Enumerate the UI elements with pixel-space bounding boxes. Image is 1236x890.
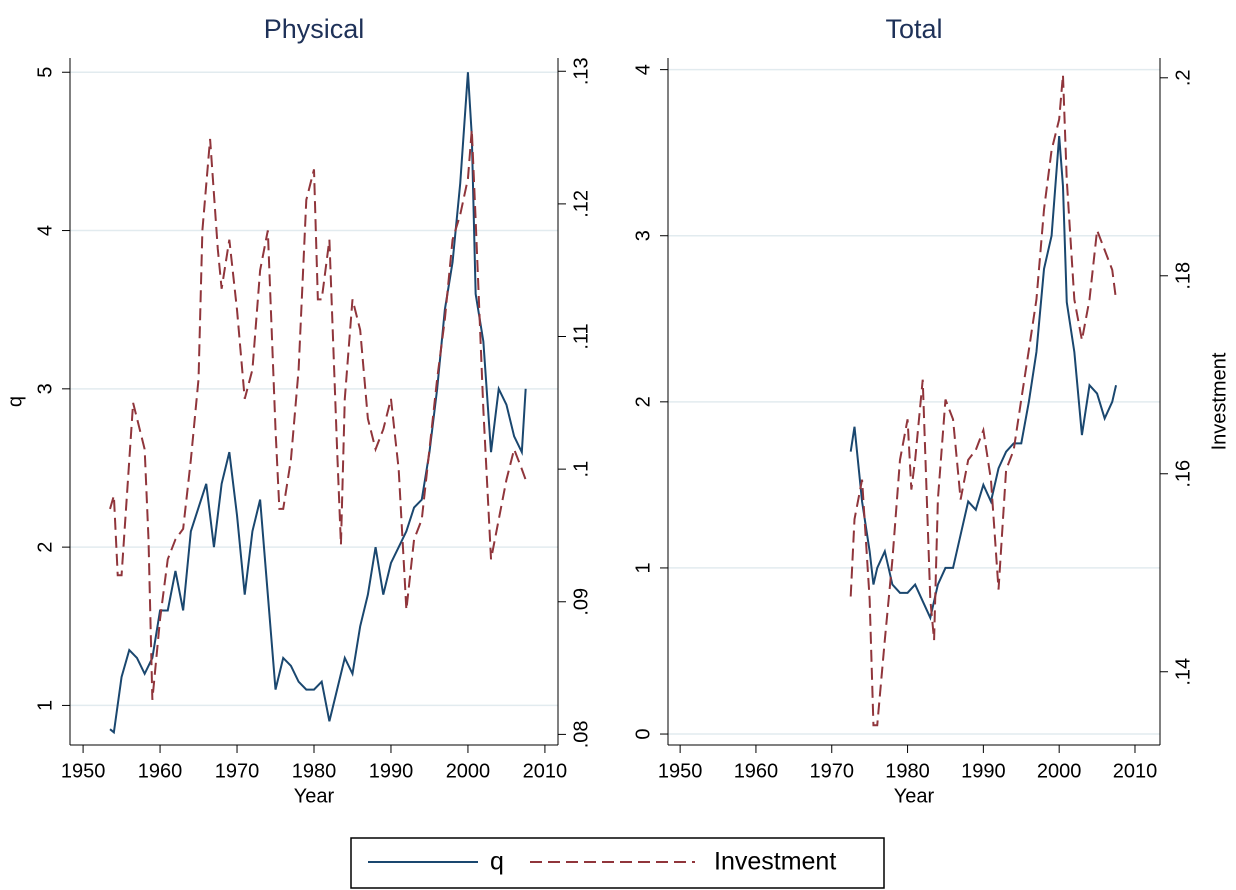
y2-tick-label: .2 [1172, 69, 1194, 86]
series-line [109, 72, 527, 735]
y-tick-label: 3 [632, 230, 654, 241]
y-tick-label: 4 [632, 64, 654, 75]
y2-tick-label: .18 [1172, 262, 1194, 290]
x-tick-label: 2000 [446, 760, 491, 782]
y-tick-label: 0 [632, 728, 654, 739]
x-tick-label: 1950 [658, 760, 703, 782]
y-tick-label: 2 [34, 542, 56, 553]
y-tick-label: 1 [34, 700, 56, 711]
x-tick-label: 1970 [809, 760, 854, 782]
y2-tick-label: .16 [1172, 460, 1194, 488]
x-tick-label: 2000 [1037, 760, 1082, 782]
y-axis-label: q [4, 396, 26, 407]
x-tick-label: 1980 [885, 760, 930, 782]
x-tick-label: 2010 [1113, 760, 1158, 782]
y2-tick-label: .09 [570, 588, 592, 616]
series-line [849, 135, 1118, 621]
y2-tick-label: .11 [570, 323, 592, 349]
y2-tick-label: .14 [1172, 658, 1194, 686]
x-tick-label: 1990 [369, 760, 414, 782]
x-tick-label: 1980 [292, 760, 337, 782]
y2-tick-label: .1 [570, 461, 592, 478]
chart-title: Total [885, 14, 942, 44]
x-tick-label: 1970 [215, 760, 260, 782]
y-tick-label: 3 [34, 383, 56, 394]
legend-label: Investment [714, 848, 836, 876]
y2-axis-label: Investment [1208, 352, 1230, 450]
x-axis-label: Year [294, 785, 335, 807]
x-tick-label: 1960 [138, 760, 183, 782]
x-tick-label: 2010 [523, 760, 568, 782]
x-axis-label: Year [894, 785, 935, 807]
legend-label: q [490, 848, 504, 876]
x-tick-label: 1960 [734, 760, 779, 782]
y2-tick-label: .13 [570, 57, 592, 85]
chart-title: Physical [264, 14, 365, 44]
series-line [849, 74, 1118, 727]
y2-tick-label: .12 [570, 190, 592, 218]
x-tick-label: 1990 [961, 760, 1006, 782]
y-tick-label: 2 [632, 396, 654, 407]
y-tick-label: 4 [34, 225, 56, 236]
y-tick-label: 5 [34, 67, 56, 78]
y2-tick-label: .08 [570, 720, 592, 748]
y-tick-label: 1 [632, 562, 654, 573]
x-tick-label: 1950 [61, 760, 106, 782]
